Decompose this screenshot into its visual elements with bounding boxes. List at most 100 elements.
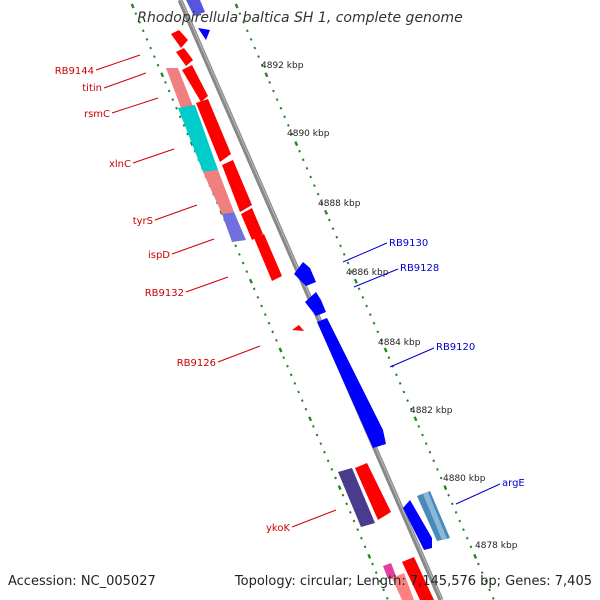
- scale-label: 4886 kbp: [346, 268, 389, 278]
- gene-argE-track-edge: [423, 492, 447, 540]
- minor-tick: [385, 597, 389, 600]
- minor-tick: [253, 46, 257, 50]
- minor-tick: [249, 38, 253, 41]
- minor-tick: [488, 588, 491, 592]
- minor-tick: [260, 63, 264, 67]
- minor-tick: [167, 89, 171, 93]
- minor-tick: [368, 313, 372, 316]
- minor-tick: [275, 339, 278, 342]
- minor-tick: [309, 175, 313, 179]
- gene-arrow: [254, 234, 282, 281]
- minor-tick: [382, 588, 385, 592]
- gene-label-tyrS: tyrS: [133, 216, 153, 227]
- minor-tick: [238, 253, 241, 256]
- gene-arrow: [196, 99, 231, 162]
- major-tick: [189, 141, 194, 147]
- minor-tick: [350, 270, 354, 273]
- major-tick: [367, 553, 372, 559]
- minor-tick: [469, 545, 473, 549]
- leader-line: [217, 345, 261, 363]
- minor-tick: [339, 244, 342, 248]
- major-tick: [278, 347, 283, 353]
- minor-tick: [268, 81, 272, 84]
- minor-tick: [361, 296, 365, 299]
- minor-tick: [164, 81, 167, 84]
- major-tick: [383, 347, 388, 353]
- minor-tick: [304, 407, 308, 411]
- minor-tick: [238, 12, 242, 15]
- minor-tick: [371, 562, 374, 566]
- gene-label-ispD: ispD: [148, 250, 170, 261]
- leader-line: [353, 268, 399, 288]
- gene-arrow: [292, 325, 304, 331]
- forward-genes: [171, 30, 434, 600]
- major-tick: [353, 278, 358, 284]
- minor-tick: [480, 571, 484, 574]
- minor-tick: [152, 55, 156, 58]
- scale-label: 4890 kbp: [287, 129, 330, 139]
- minor-tick: [348, 511, 352, 514]
- gene-label-ykoK: ykoK: [266, 523, 290, 534]
- gene-label-titin: titin: [82, 83, 102, 94]
- minor-tick: [417, 425, 421, 428]
- scale-label: 4884 kbp: [378, 338, 421, 348]
- gene-arrow: [392, 573, 414, 600]
- minor-tick: [432, 459, 436, 463]
- minor-tick: [436, 468, 439, 471]
- gene-label-RB9130: RB9130: [389, 238, 428, 249]
- gene-arrow: [317, 318, 386, 448]
- minor-tick: [275, 98, 279, 101]
- minor-tick: [315, 433, 319, 437]
- major-tick: [248, 278, 253, 284]
- minor-tick: [138, 20, 141, 24]
- minor-tick: [320, 201, 324, 205]
- minor-tick: [178, 115, 182, 119]
- gene-small-magenta: [383, 563, 396, 579]
- gene-label-RB9120: RB9120: [436, 342, 475, 353]
- minor-tick: [439, 476, 443, 480]
- minor-tick: [462, 528, 465, 531]
- gene-arrow: [403, 500, 432, 550]
- leader-line: [291, 509, 337, 528]
- minor-tick: [363, 545, 367, 549]
- major-tick: [234, 3, 239, 9]
- gene-arrow: [294, 262, 316, 286]
- minor-tick: [301, 158, 305, 162]
- minor-tick: [145, 38, 149, 41]
- leader-line: [111, 97, 159, 114]
- minor-tick: [175, 106, 178, 110]
- minor-tick: [171, 98, 175, 101]
- gene-arrow: [355, 463, 391, 520]
- gene-label-RB9144: RB9144: [55, 66, 94, 77]
- minor-tick: [241, 261, 245, 265]
- gene-label-rsmC: rsmC: [84, 109, 110, 120]
- minor-tick: [327, 218, 331, 222]
- minor-tick: [477, 562, 480, 566]
- minor-tick: [365, 304, 368, 308]
- minor-tick: [387, 356, 391, 359]
- gene-arrow: [176, 48, 193, 66]
- minor-tick: [156, 63, 160, 67]
- leader-line: [185, 276, 229, 293]
- leader-line: [95, 54, 141, 71]
- minor-tick: [331, 227, 335, 230]
- minor-tick: [428, 450, 432, 454]
- minor-tick: [458, 519, 462, 523]
- gene-arrow: [241, 208, 263, 240]
- minor-tick: [282, 356, 286, 359]
- leader-line: [132, 148, 175, 164]
- major-tick: [443, 485, 448, 491]
- major-tick: [473, 553, 478, 559]
- minor-tick: [283, 115, 286, 119]
- gene-ykoK-track: [338, 468, 375, 527]
- gene-arrow: [186, 0, 205, 16]
- major-tick: [324, 209, 329, 215]
- gene-arrow: [222, 160, 252, 212]
- minor-tick: [252, 287, 256, 291]
- minor-tick: [263, 313, 267, 316]
- major-tick: [130, 3, 135, 9]
- minor-tick: [286, 124, 290, 127]
- minor-tick: [376, 330, 380, 334]
- minor-tick: [421, 433, 424, 437]
